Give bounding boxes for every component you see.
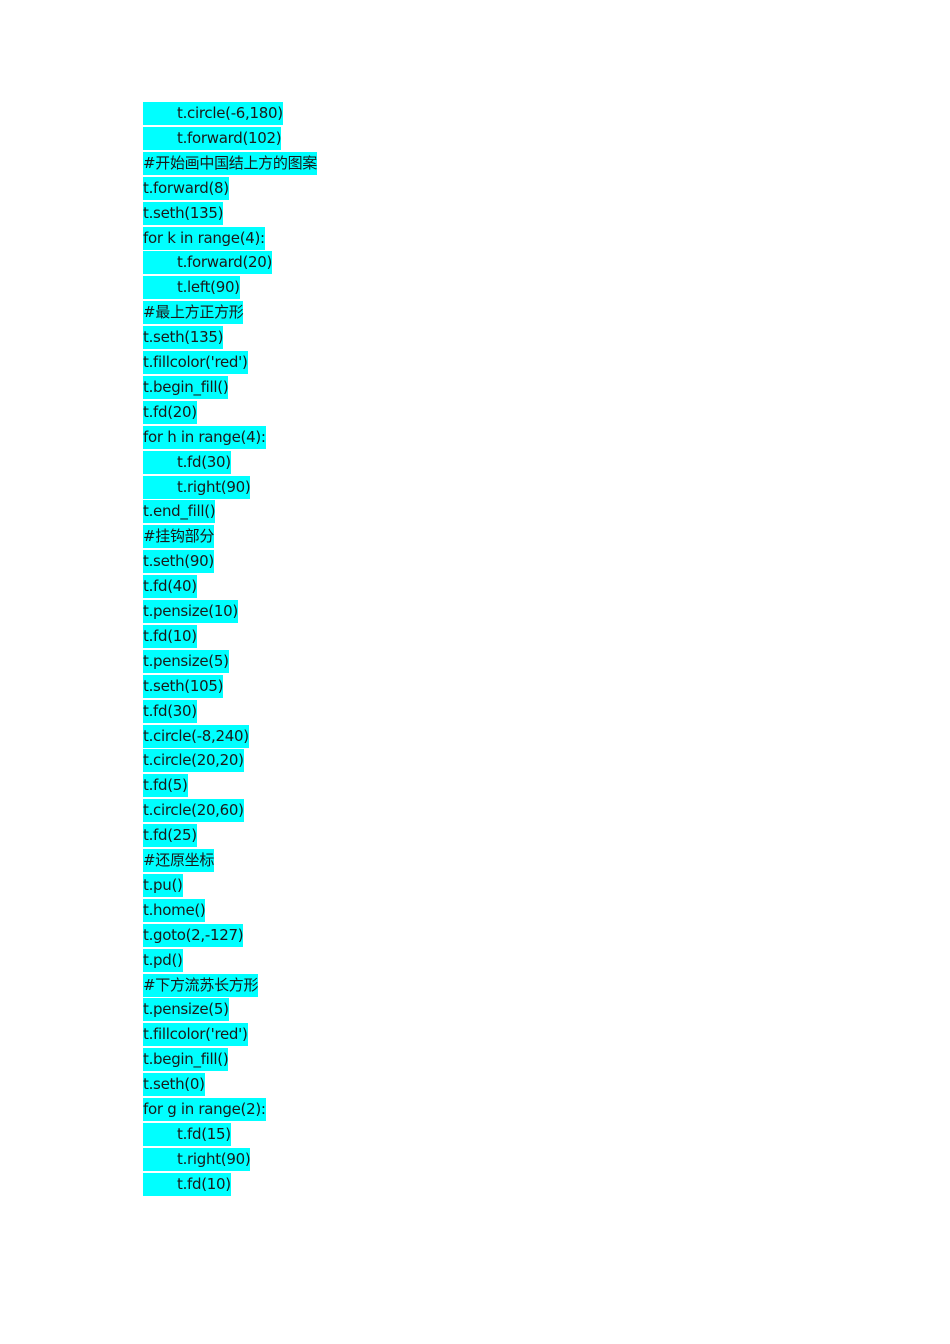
code-line: t.forward(20) (143, 251, 272, 275)
code-line: t.forward(8) (143, 176, 229, 200)
code-line: t.pensize(5) (143, 998, 229, 1022)
code-line: t.fd(30) (143, 699, 197, 723)
code-line: t.seth(105) (143, 674, 223, 698)
code-line: t.right(90) (143, 1147, 251, 1171)
code-line: t.circle(-8,240) (143, 724, 249, 748)
code-line: t.seth(135) (143, 326, 223, 350)
code-line: t.right(90) (143, 475, 251, 499)
code-line: t.pensize(5) (143, 649, 229, 673)
code-line: t.pensize(10) (143, 600, 238, 623)
code-line: #下方流苏长方形 (143, 973, 258, 997)
code-line: t.fillcolor('red') (143, 351, 248, 374)
code-line: for k in range(4): (143, 226, 265, 250)
code-line: t.seth(90) (143, 550, 214, 574)
code-line: t.fd(25) (143, 824, 197, 848)
code-line: t.goto(2,-127) (143, 923, 244, 947)
code-line: t.pu() (143, 873, 183, 897)
code-line: t.fd(15) (143, 1122, 231, 1146)
code-line: t.home() (143, 898, 206, 922)
code-line: t.seth(0) (143, 1073, 205, 1097)
code-line: t.end_fill() (143, 500, 216, 524)
code-line: t.circle(-6,180) (143, 102, 283, 125)
code-line: t.begin_fill() (143, 1048, 229, 1072)
code-line: for g in range(2): (143, 1098, 266, 1121)
code-line: t.seth(135) (143, 201, 223, 225)
code-line: t.circle(20,20) (143, 749, 244, 773)
code-line: #开始画中国结上方的图案 (143, 151, 317, 175)
code-line: #最上方正方形 (143, 301, 244, 325)
code-line: t.left(90) (143, 276, 240, 300)
code-line: #挂钩部分 (143, 525, 214, 549)
code-line: t.begin_fill() (143, 375, 229, 399)
code-line: t.forward(102) (143, 126, 282, 150)
code-line: t.circle(20,60) (143, 799, 244, 823)
code-line: t.fd(10) (143, 1172, 231, 1196)
code-line: t.fd(30) (143, 450, 231, 474)
code-line: t.pd() (143, 948, 183, 972)
code-line: t.fd(20) (143, 400, 197, 424)
code-line: t.fd(5) (143, 774, 188, 798)
code-line: for h in range(4): (143, 425, 266, 449)
code-line: #还原坐标 (143, 849, 214, 872)
code-line: t.fillcolor('red') (143, 1023, 248, 1047)
code-line: t.fd(10) (143, 624, 197, 648)
code-line: t.fd(40) (143, 575, 197, 599)
